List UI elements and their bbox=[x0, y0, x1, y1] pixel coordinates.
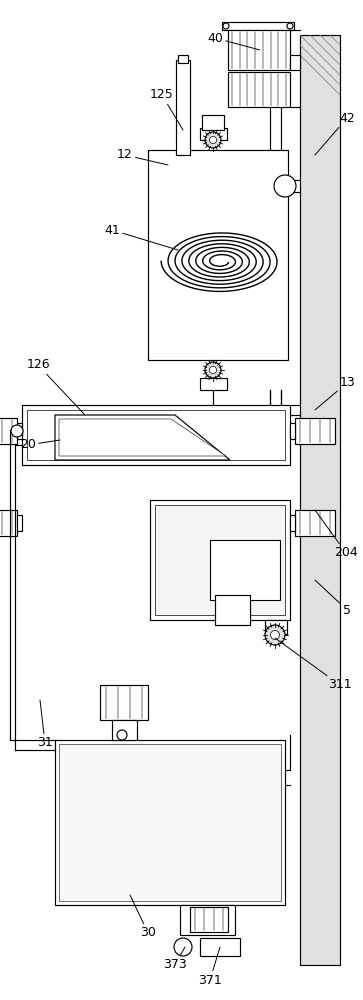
Bar bbox=[190, 907, 228, 932]
Bar bbox=[300, 35, 340, 965]
Circle shape bbox=[11, 425, 23, 437]
Text: 204: 204 bbox=[315, 510, 358, 560]
Bar bbox=[228, 72, 290, 107]
Circle shape bbox=[274, 175, 296, 197]
Text: 126: 126 bbox=[26, 359, 85, 415]
Bar bbox=[176, 60, 190, 155]
Bar bbox=[295, 418, 335, 444]
Bar bbox=[265, 620, 287, 634]
Bar bbox=[0, 418, 17, 444]
Bar bbox=[180, 905, 235, 935]
Text: 13: 13 bbox=[315, 375, 356, 410]
Bar bbox=[290, 423, 295, 439]
Bar bbox=[222, 22, 294, 30]
Circle shape bbox=[223, 23, 229, 29]
Polygon shape bbox=[59, 419, 226, 456]
Bar bbox=[210, 540, 280, 600]
Text: 30: 30 bbox=[130, 895, 156, 940]
Bar bbox=[202, 115, 224, 130]
Bar bbox=[17, 515, 22, 531]
Bar bbox=[200, 378, 227, 390]
Text: 40: 40 bbox=[207, 31, 260, 50]
Bar bbox=[290, 55, 300, 70]
Circle shape bbox=[270, 631, 280, 640]
Bar bbox=[215, 595, 250, 625]
Circle shape bbox=[287, 23, 293, 29]
Bar bbox=[295, 510, 335, 536]
Circle shape bbox=[265, 625, 285, 645]
Text: 311: 311 bbox=[275, 638, 352, 692]
Text: 5: 5 bbox=[315, 580, 351, 616]
Bar bbox=[290, 515, 295, 531]
Bar bbox=[22, 405, 290, 465]
Bar bbox=[148, 150, 288, 360]
Bar bbox=[228, 30, 290, 70]
Text: 125: 125 bbox=[150, 89, 183, 130]
Bar bbox=[100, 685, 148, 720]
Text: 42: 42 bbox=[315, 111, 355, 155]
Circle shape bbox=[205, 362, 221, 378]
Bar bbox=[27, 410, 285, 460]
Circle shape bbox=[209, 136, 217, 144]
Polygon shape bbox=[55, 415, 230, 460]
Bar bbox=[59, 744, 281, 901]
Bar bbox=[200, 938, 240, 956]
Text: 20: 20 bbox=[20, 438, 60, 452]
Bar bbox=[112, 720, 137, 740]
Circle shape bbox=[117, 730, 127, 740]
Text: 41: 41 bbox=[104, 224, 178, 250]
Bar bbox=[155, 505, 285, 615]
Circle shape bbox=[205, 132, 221, 148]
Bar bbox=[55, 740, 285, 905]
Bar bbox=[200, 128, 227, 140]
Text: 373: 373 bbox=[163, 947, 187, 972]
Bar bbox=[178, 55, 188, 63]
Circle shape bbox=[209, 366, 217, 374]
Text: 12: 12 bbox=[117, 148, 168, 165]
Text: 31: 31 bbox=[37, 700, 53, 750]
Circle shape bbox=[174, 938, 192, 956]
Bar bbox=[17, 423, 22, 439]
Bar bbox=[150, 500, 290, 620]
Bar bbox=[0, 510, 17, 536]
Text: 371: 371 bbox=[198, 947, 222, 986]
